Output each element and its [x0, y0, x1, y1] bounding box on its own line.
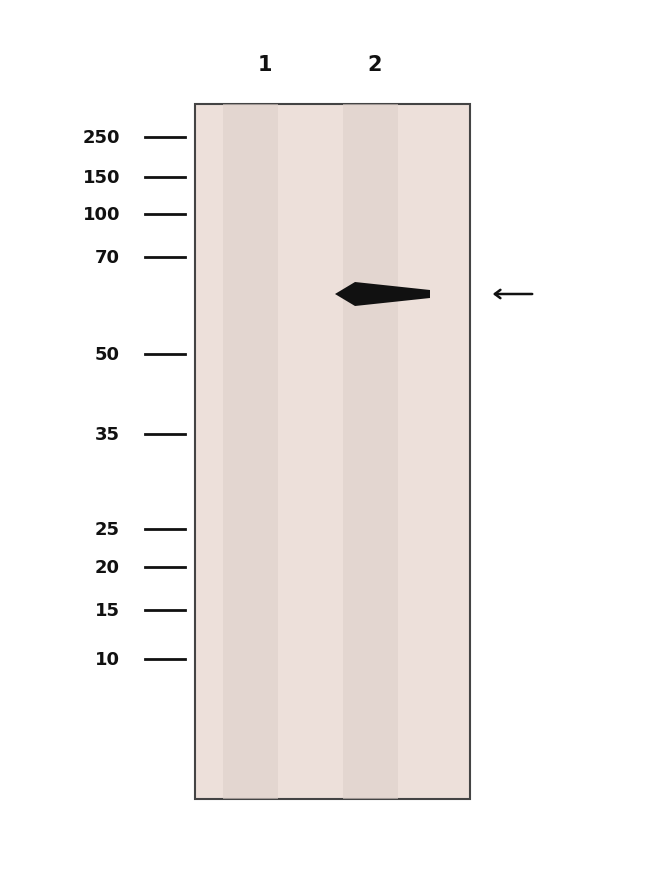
Text: 70: 70	[95, 249, 120, 267]
Text: 150: 150	[83, 169, 120, 187]
Text: 20: 20	[95, 559, 120, 576]
Polygon shape	[335, 282, 430, 307]
Text: 100: 100	[83, 206, 120, 223]
Text: 10: 10	[95, 650, 120, 668]
Bar	[222, 105, 278, 799]
Text: 25: 25	[95, 521, 120, 539]
Bar	[195, 105, 470, 799]
Text: 35: 35	[95, 426, 120, 443]
Text: 15: 15	[95, 601, 120, 620]
Text: 2: 2	[368, 55, 382, 75]
Text: 250: 250	[83, 129, 120, 147]
Text: 50: 50	[95, 346, 120, 363]
Bar	[343, 105, 398, 799]
Text: 1: 1	[258, 55, 272, 75]
